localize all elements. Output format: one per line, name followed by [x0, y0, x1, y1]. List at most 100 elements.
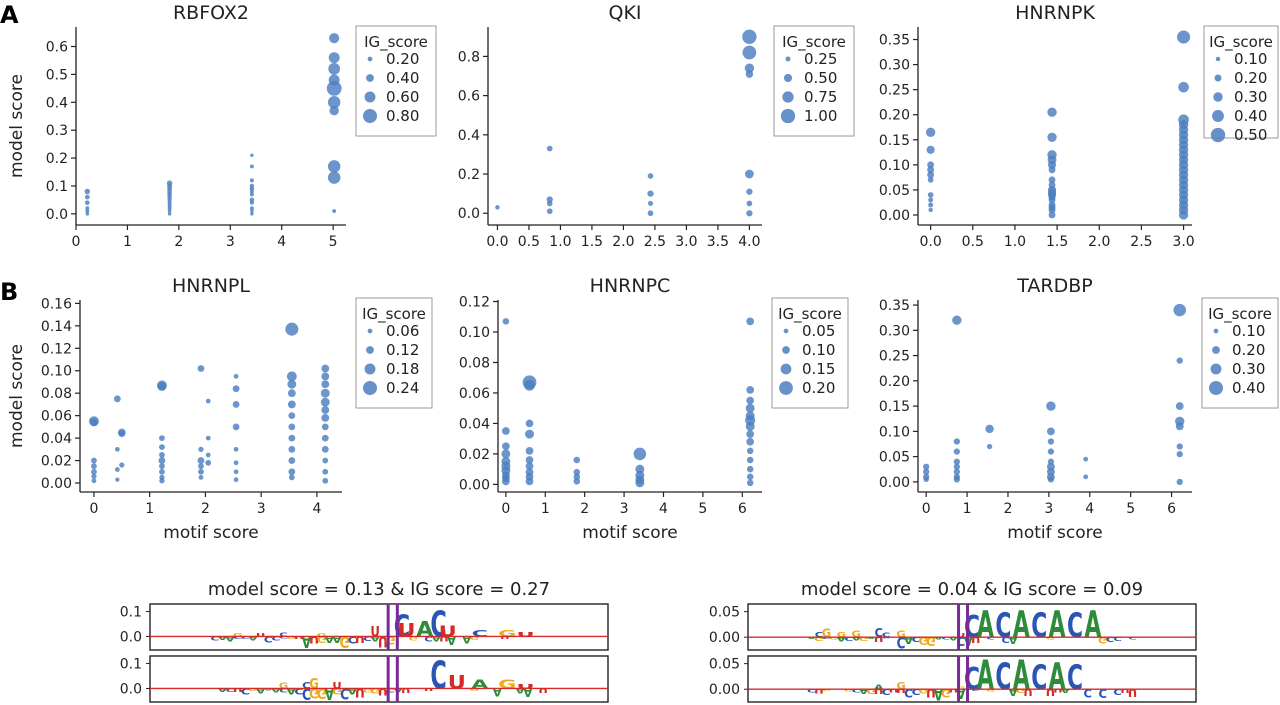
legend-marker — [364, 363, 376, 375]
y-tick-label: 0.02 — [41, 454, 72, 470]
logo-letter: A — [218, 635, 229, 640]
y-tick-label: 0.25 — [879, 349, 910, 365]
legend-label: 0.12 — [386, 341, 419, 359]
data-point — [91, 457, 97, 464]
x-tick-label: 1 — [963, 501, 972, 517]
logo-letter: U — [355, 634, 365, 645]
data-point — [927, 166, 935, 174]
x-tick-label: 6 — [738, 501, 747, 517]
y-tick-label: 0.5 — [46, 67, 68, 83]
legend-marker — [779, 381, 793, 395]
data-point — [926, 145, 935, 154]
logo-letter: G — [844, 688, 854, 692]
data-point — [287, 379, 297, 389]
y-tick-label: 0.12 — [459, 295, 490, 311]
logo-letter: A — [949, 636, 958, 641]
logo-letter: U — [500, 635, 510, 639]
data-point — [250, 153, 254, 158]
logo-letter: U — [370, 625, 380, 641]
logo-title: model score = 0.13 & IG score = 0.27 — [208, 579, 550, 600]
data-point — [197, 457, 205, 464]
y-tick-label: 0.04 — [459, 416, 490, 432]
data-point — [1048, 176, 1056, 184]
legend-marker — [366, 74, 374, 82]
data-point — [953, 448, 961, 455]
logo-letter: C — [1084, 686, 1092, 700]
logo-y-tick-label: 0.05 — [709, 657, 740, 673]
chart-title: TARDBP — [1016, 275, 1092, 297]
logo-letter: U — [889, 688, 899, 693]
logo-letter: G — [837, 631, 847, 639]
logo-letter: G — [470, 635, 480, 640]
y-tick-label: 0.0 — [458, 206, 480, 222]
x-tick-label: 4 — [659, 501, 668, 517]
logo-letter: C — [340, 684, 349, 701]
x-tick-label: 2 — [1004, 501, 1013, 517]
data-point — [635, 478, 645, 488]
data-point — [233, 373, 239, 379]
x-tick-label: 5 — [329, 234, 338, 250]
logo-letter: A — [256, 686, 266, 694]
legend-marker — [1210, 363, 1222, 375]
data-point — [288, 474, 295, 481]
logo-frame — [149, 655, 609, 703]
logo-letter: C — [852, 688, 861, 693]
legend-marker — [785, 56, 791, 62]
y-tick-label: 0.6 — [458, 89, 480, 105]
logo-letter: A — [1013, 604, 1030, 647]
data-point — [205, 452, 211, 458]
data-point — [197, 365, 205, 372]
data-point — [953, 438, 961, 445]
legend-marker — [1208, 380, 1224, 396]
logo-letter: C — [386, 687, 395, 693]
logo-frame — [747, 603, 1197, 651]
data-point — [233, 446, 239, 452]
data-point — [85, 206, 90, 211]
logo-letter: G — [919, 634, 929, 647]
data-point — [322, 468, 329, 475]
data-point — [525, 429, 534, 439]
logo-letter: U — [397, 619, 415, 641]
data-point — [923, 463, 930, 470]
scatter-plot-rbfox2: RBFOX2 0 1 2 3 4 5 0.0 0.1 0.2 0.3 0.4 0.5 0.6 model s… — [7, 2, 437, 250]
data-point — [249, 164, 254, 169]
logo-letter: C — [912, 687, 921, 697]
data-point — [326, 80, 342, 96]
logo-letter: A — [1049, 656, 1066, 699]
data-point — [525, 419, 534, 428]
data-point — [647, 173, 654, 179]
data-point — [159, 435, 165, 441]
logo-letter: G — [852, 629, 861, 639]
legend-label: 0.10 — [802, 341, 835, 359]
data-point — [321, 364, 330, 373]
legend-label: 0.40 — [1232, 379, 1265, 397]
data-point — [746, 430, 755, 438]
data-point — [1175, 422, 1184, 431]
data-point — [928, 207, 933, 213]
logo-letter: U — [948, 688, 958, 693]
data-point — [327, 96, 341, 109]
data-point — [1046, 427, 1055, 436]
data-point — [546, 208, 553, 215]
data-point — [1083, 456, 1089, 462]
data-point — [249, 192, 254, 197]
y-axis-label: model score — [7, 344, 27, 448]
logo-letter: G — [332, 686, 342, 696]
logo-letter: G — [279, 682, 289, 691]
data-point — [953, 476, 961, 483]
data-point — [745, 403, 755, 413]
logo-letter: A — [1009, 635, 1019, 646]
logo-letter: G — [1098, 635, 1107, 646]
data-point — [167, 200, 172, 205]
legend-title: IG_score — [1209, 33, 1273, 52]
logo-letter: G — [248, 687, 258, 691]
data-point — [1176, 450, 1183, 458]
legend-label: 0.60 — [386, 88, 419, 106]
y-tick-label: 0.3 — [46, 123, 68, 139]
data-point — [233, 469, 239, 475]
legend-marker — [782, 346, 790, 354]
logo-letter: U — [874, 635, 884, 642]
logo-letter: C — [1067, 606, 1083, 645]
sequence-logos: model score = 0.13 & IG score = 0.27 0.1 0… — [120, 579, 1197, 703]
logo-letter: C — [210, 635, 219, 641]
